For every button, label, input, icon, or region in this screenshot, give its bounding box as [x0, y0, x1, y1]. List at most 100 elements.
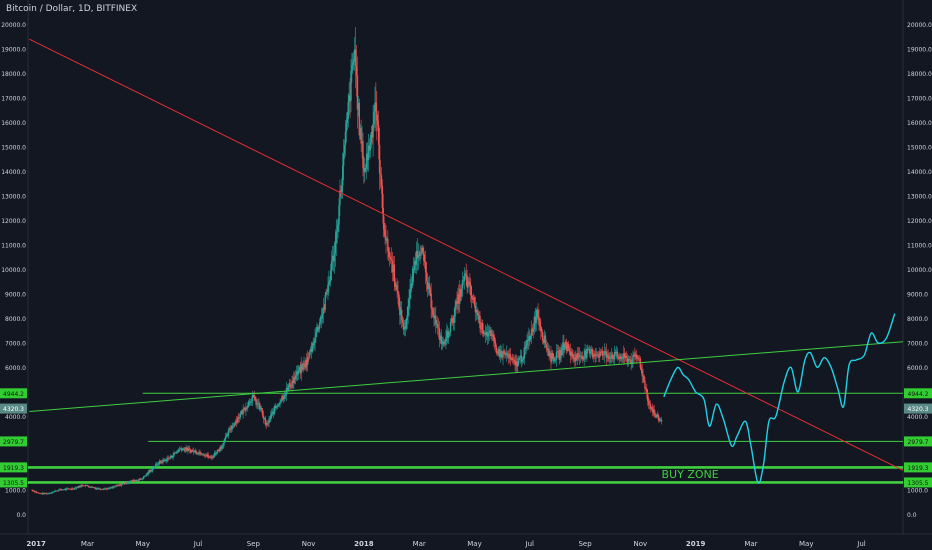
candle-body	[190, 450, 193, 453]
candle-body	[197, 453, 199, 454]
candle-body	[523, 347, 525, 359]
candle-body	[147, 471, 149, 475]
candle-body	[424, 260, 426, 263]
candle-body	[510, 357, 513, 360]
candle-body	[106, 488, 108, 490]
candle-body	[360, 128, 362, 144]
candle-body	[230, 429, 232, 430]
candle-body	[254, 396, 256, 400]
candle-body	[75, 487, 78, 489]
candle-body	[276, 405, 278, 408]
candle-body	[577, 353, 580, 355]
y-tick-label-right: 9000.0	[907, 291, 928, 298]
candle-body	[280, 400, 282, 403]
candle-body	[389, 256, 392, 260]
candle-body	[373, 111, 375, 124]
candle-body	[343, 145, 346, 154]
candle-body	[130, 480, 133, 482]
candle-body	[576, 354, 578, 359]
candle-body	[223, 442, 225, 446]
candle-body	[446, 331, 448, 338]
ascending-trendline[interactable]	[29, 341, 904, 413]
y-tick-label-right: 10000.0	[907, 267, 932, 274]
candle-body	[417, 255, 419, 259]
candle-body	[91, 486, 93, 488]
candle-body	[390, 259, 393, 261]
candle-body	[303, 363, 305, 365]
y-tick-label-right: 16000.0	[907, 120, 932, 127]
candle-body	[243, 408, 245, 409]
candle-body	[351, 64, 353, 71]
candle-body	[231, 425, 233, 430]
candle-body	[453, 316, 455, 323]
candle-body	[189, 450, 192, 453]
candle-body	[191, 450, 194, 451]
y-tick-label-left: 13000.0	[1, 193, 26, 200]
candle-body	[320, 317, 323, 319]
candle-body	[588, 348, 591, 354]
candle-body	[290, 386, 292, 388]
candle-body	[547, 349, 549, 350]
y-tick-label-left: 18000.0	[1, 71, 26, 78]
candle-body	[481, 322, 483, 330]
candle-body	[155, 463, 158, 465]
candle-body	[143, 476, 146, 477]
candle-body	[588, 348, 590, 350]
candle-body	[252, 395, 255, 396]
level-price-label-right: 1919.3	[908, 465, 929, 472]
candle-body	[630, 359, 632, 364]
candle-body	[293, 377, 295, 383]
candle-body	[165, 459, 168, 462]
candle-body	[395, 285, 397, 287]
candle-body	[73, 487, 76, 490]
candle-body	[403, 326, 406, 330]
y-tick-label-left: 9000.0	[5, 291, 26, 298]
candle-body	[594, 355, 596, 357]
chart-title: Bitcoin / Dollar, 1D, BITFINEX	[6, 4, 138, 14]
candle-body	[291, 380, 293, 387]
candle-body	[479, 315, 481, 329]
candle-body	[463, 275, 466, 281]
candle-body	[513, 360, 515, 361]
candle-body	[245, 407, 247, 411]
candle-body	[517, 363, 519, 367]
candle-body	[192, 450, 195, 452]
candle-body	[50, 492, 53, 494]
candle-body	[236, 417, 239, 423]
candle-body	[249, 402, 252, 403]
candle-body	[171, 457, 173, 458]
candle-body	[83, 485, 85, 487]
y-tick-label-left: 1000.0	[5, 487, 26, 494]
candle-body	[353, 49, 356, 59]
candle-body	[110, 487, 113, 489]
candle-body	[176, 451, 178, 453]
candle-body	[317, 327, 319, 330]
candle-body	[388, 251, 390, 258]
candle-body	[341, 185, 343, 192]
descending-trendline[interactable]	[29, 38, 904, 471]
candle-body	[441, 342, 443, 345]
candle-body	[400, 309, 403, 320]
candle-body	[78, 485, 80, 488]
candle-body	[357, 102, 360, 110]
candle-body	[326, 291, 328, 293]
candle-body	[386, 239, 388, 241]
candle-body	[570, 352, 572, 356]
candle-body	[628, 359, 631, 360]
candle-body	[60, 489, 62, 490]
candle-body	[213, 452, 216, 456]
candle-body	[216, 449, 219, 454]
projection-path[interactable]	[663, 313, 896, 484]
candle-body	[337, 224, 339, 232]
candle-body	[241, 410, 243, 414]
candle-body	[349, 95, 351, 101]
candle-body	[339, 190, 341, 206]
candle-body	[499, 350, 501, 357]
candle-body	[332, 255, 335, 262]
candle-body	[558, 351, 560, 360]
candle-body	[535, 316, 537, 324]
candle-body	[327, 284, 329, 292]
candle-body	[457, 294, 459, 304]
candle-body	[272, 411, 275, 414]
